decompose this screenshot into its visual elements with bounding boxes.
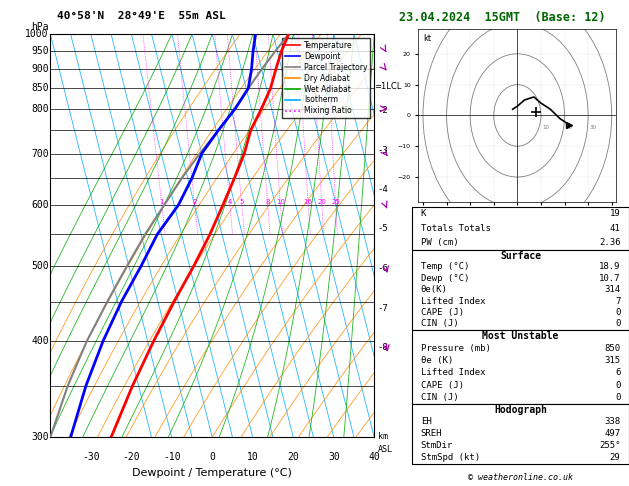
Text: θe (K): θe (K) bbox=[421, 356, 453, 365]
Text: 23.04.2024  15GMT  (Base: 12): 23.04.2024 15GMT (Base: 12) bbox=[399, 11, 606, 24]
Text: StmDir: StmDir bbox=[421, 441, 453, 450]
Text: -4: -4 bbox=[377, 185, 389, 194]
Text: 0: 0 bbox=[615, 319, 620, 329]
Text: Lifted Index: Lifted Index bbox=[421, 296, 485, 306]
Text: 30: 30 bbox=[589, 125, 596, 130]
Text: StmSpd (kt): StmSpd (kt) bbox=[421, 453, 480, 462]
Text: 19: 19 bbox=[610, 209, 620, 218]
Text: kt: kt bbox=[423, 35, 431, 43]
Text: 1000: 1000 bbox=[25, 29, 48, 39]
Text: 800: 800 bbox=[31, 104, 48, 114]
FancyBboxPatch shape bbox=[412, 330, 629, 403]
Text: 850: 850 bbox=[31, 84, 48, 93]
Text: PW (cm): PW (cm) bbox=[421, 238, 459, 247]
Text: =1LCL: =1LCL bbox=[375, 82, 402, 91]
Legend: Temperature, Dewpoint, Parcel Trajectory, Dry Adiabat, Wet Adiabat, Isotherm, Mi: Temperature, Dewpoint, Parcel Trajectory… bbox=[282, 38, 370, 119]
Text: 40: 40 bbox=[369, 451, 380, 462]
Text: Hodograph: Hodograph bbox=[494, 404, 547, 415]
Text: 16: 16 bbox=[304, 199, 313, 205]
Text: 500: 500 bbox=[31, 261, 48, 271]
Text: SREH: SREH bbox=[421, 429, 442, 438]
Text: 7: 7 bbox=[615, 296, 620, 306]
FancyBboxPatch shape bbox=[412, 250, 629, 330]
Text: 41: 41 bbox=[610, 224, 620, 233]
Text: 20: 20 bbox=[318, 199, 326, 205]
Text: 25: 25 bbox=[331, 199, 340, 205]
Text: 0: 0 bbox=[615, 393, 620, 402]
Text: 300: 300 bbox=[31, 433, 48, 442]
Text: 314: 314 bbox=[604, 285, 620, 294]
Text: 10: 10 bbox=[542, 125, 549, 130]
Text: 600: 600 bbox=[31, 200, 48, 210]
Text: 950: 950 bbox=[31, 46, 48, 56]
FancyBboxPatch shape bbox=[412, 403, 629, 464]
Text: 8: 8 bbox=[265, 199, 270, 205]
Text: Lifted Index: Lifted Index bbox=[421, 368, 485, 377]
Text: 900: 900 bbox=[31, 64, 48, 74]
Text: 497: 497 bbox=[604, 429, 620, 438]
Text: 10: 10 bbox=[247, 451, 259, 462]
Text: CIN (J): CIN (J) bbox=[421, 319, 459, 329]
Text: -20: -20 bbox=[123, 451, 140, 462]
Text: K: K bbox=[421, 209, 426, 218]
Text: hPa: hPa bbox=[31, 22, 48, 32]
Text: -30: -30 bbox=[82, 451, 99, 462]
Text: CIN (J): CIN (J) bbox=[421, 393, 459, 402]
Text: 4: 4 bbox=[228, 199, 232, 205]
Text: 10.7: 10.7 bbox=[599, 274, 620, 283]
Text: 0: 0 bbox=[209, 451, 215, 462]
Text: Pressure (mb): Pressure (mb) bbox=[421, 344, 491, 352]
Text: Dewp (°C): Dewp (°C) bbox=[421, 274, 469, 283]
Text: EH: EH bbox=[421, 417, 431, 426]
Text: 700: 700 bbox=[31, 149, 48, 158]
Text: © weatheronline.co.uk: © weatheronline.co.uk bbox=[468, 473, 573, 482]
Text: 0: 0 bbox=[615, 381, 620, 390]
Text: -3: -3 bbox=[377, 146, 389, 155]
Text: 400: 400 bbox=[31, 336, 48, 346]
Text: -2: -2 bbox=[377, 106, 389, 115]
Text: 30: 30 bbox=[328, 451, 340, 462]
Text: Surface: Surface bbox=[500, 251, 541, 260]
Text: 29: 29 bbox=[610, 453, 620, 462]
Text: 2: 2 bbox=[192, 199, 197, 205]
Text: km: km bbox=[377, 433, 387, 441]
Text: 850: 850 bbox=[604, 344, 620, 352]
Text: -6: -6 bbox=[377, 264, 389, 274]
Text: 1: 1 bbox=[160, 199, 164, 205]
Text: 20: 20 bbox=[565, 125, 573, 130]
Text: -8: -8 bbox=[377, 343, 389, 352]
Text: 18.9: 18.9 bbox=[599, 262, 620, 272]
Text: CAPE (J): CAPE (J) bbox=[421, 308, 464, 317]
Text: Totals Totals: Totals Totals bbox=[421, 224, 491, 233]
Text: 315: 315 bbox=[604, 356, 620, 365]
Text: 0: 0 bbox=[615, 308, 620, 317]
Text: CAPE (J): CAPE (J) bbox=[421, 381, 464, 390]
Text: 20: 20 bbox=[287, 451, 299, 462]
Text: 2.36: 2.36 bbox=[599, 238, 620, 247]
Text: 255°: 255° bbox=[599, 441, 620, 450]
Text: ASL: ASL bbox=[377, 445, 392, 453]
Text: Dewpoint / Temperature (°C): Dewpoint / Temperature (°C) bbox=[132, 468, 292, 478]
Text: θe(K): θe(K) bbox=[421, 285, 448, 294]
Text: 6: 6 bbox=[615, 368, 620, 377]
Text: Most Unstable: Most Unstable bbox=[482, 330, 559, 341]
Text: 338: 338 bbox=[604, 417, 620, 426]
Text: -10: -10 bbox=[163, 451, 181, 462]
Text: -7: -7 bbox=[377, 304, 389, 313]
Text: Temp (°C): Temp (°C) bbox=[421, 262, 469, 272]
Text: -5: -5 bbox=[377, 225, 389, 233]
Text: 5: 5 bbox=[240, 199, 244, 205]
FancyBboxPatch shape bbox=[412, 207, 629, 250]
Text: 10: 10 bbox=[276, 199, 285, 205]
Text: 40°58'N  28°49'E  55m ASL: 40°58'N 28°49'E 55m ASL bbox=[57, 11, 225, 21]
